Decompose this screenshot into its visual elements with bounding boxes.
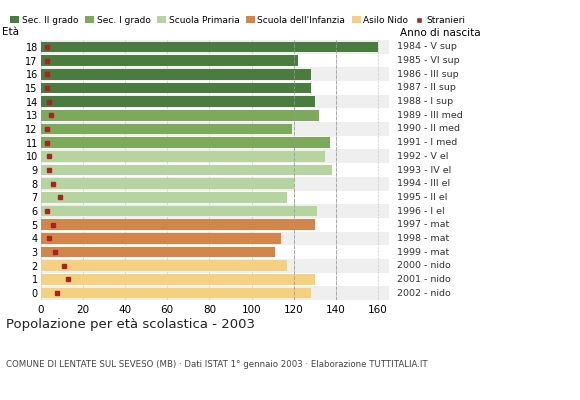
Bar	[41, 218, 389, 232]
Bar	[41, 163, 389, 177]
Bar	[41, 178, 293, 189]
Bar	[41, 274, 315, 285]
Text: 2002 - nido: 2002 - nido	[397, 289, 451, 298]
Bar	[41, 273, 389, 286]
Bar	[41, 233, 281, 244]
Bar	[41, 110, 319, 121]
Bar	[41, 136, 389, 150]
Bar	[41, 108, 389, 122]
Legend: Sec. II grado, Sec. I grado, Scuola Primaria, Scuola dell'Infanzia, Asilo Nido, : Sec. II grado, Sec. I grado, Scuola Prim…	[10, 16, 465, 25]
Text: 1988 - I sup: 1988 - I sup	[397, 97, 454, 106]
Text: 1989 - III med: 1989 - III med	[397, 111, 463, 120]
Text: Anno di nascita: Anno di nascita	[400, 28, 481, 38]
Bar	[41, 177, 389, 190]
Text: 2001 - nido: 2001 - nido	[397, 275, 451, 284]
Text: 1998 - mat: 1998 - mat	[397, 234, 450, 243]
Bar	[41, 40, 389, 54]
Bar	[41, 137, 329, 148]
Bar	[41, 260, 287, 271]
Text: 1996 - I el: 1996 - I el	[397, 206, 445, 216]
Text: COMUNE DI LENTATE SUL SEVESO (MB) · Dati ISTAT 1° gennaio 2003 · Elaborazione TU: COMUNE DI LENTATE SUL SEVESO (MB) · Dati…	[6, 360, 427, 369]
Bar	[41, 259, 389, 273]
Bar	[41, 206, 317, 216]
Bar	[41, 124, 292, 134]
Bar	[41, 42, 378, 52]
Bar	[41, 122, 389, 136]
Text: 1993 - IV el: 1993 - IV el	[397, 166, 452, 174]
Bar	[41, 219, 315, 230]
Bar	[41, 81, 389, 95]
Bar	[41, 54, 389, 67]
Bar	[41, 55, 298, 66]
Bar	[41, 69, 310, 80]
Bar	[41, 150, 389, 163]
Text: Età: Età	[2, 27, 19, 37]
Text: 1990 - II med: 1990 - II med	[397, 124, 461, 134]
Text: 1986 - III sup: 1986 - III sup	[397, 70, 459, 79]
Bar	[41, 95, 389, 108]
Text: 1999 - mat: 1999 - mat	[397, 248, 450, 257]
Bar	[41, 190, 389, 204]
Bar	[41, 82, 310, 93]
Text: 1984 - V sup: 1984 - V sup	[397, 42, 457, 51]
Bar	[41, 192, 287, 203]
Text: Popolazione per età scolastica - 2003: Popolazione per età scolastica - 2003	[6, 318, 255, 331]
Bar	[41, 245, 389, 259]
Bar	[41, 151, 325, 162]
Bar	[41, 204, 389, 218]
Text: 1991 - I med: 1991 - I med	[397, 138, 458, 147]
Bar	[41, 165, 332, 175]
Bar	[41, 247, 275, 258]
Bar	[41, 232, 389, 245]
Text: 1997 - mat: 1997 - mat	[397, 220, 450, 229]
Bar	[41, 288, 310, 298]
Text: 1994 - III el: 1994 - III el	[397, 179, 451, 188]
Bar	[41, 96, 315, 107]
Bar	[41, 286, 389, 300]
Text: 1985 - VI sup: 1985 - VI sup	[397, 56, 460, 65]
Text: 1992 - V el: 1992 - V el	[397, 152, 449, 161]
Text: 2000 - nido: 2000 - nido	[397, 261, 451, 270]
Text: 1987 - II sup: 1987 - II sup	[397, 83, 456, 92]
Bar	[41, 67, 389, 81]
Text: 1995 - II el: 1995 - II el	[397, 193, 448, 202]
